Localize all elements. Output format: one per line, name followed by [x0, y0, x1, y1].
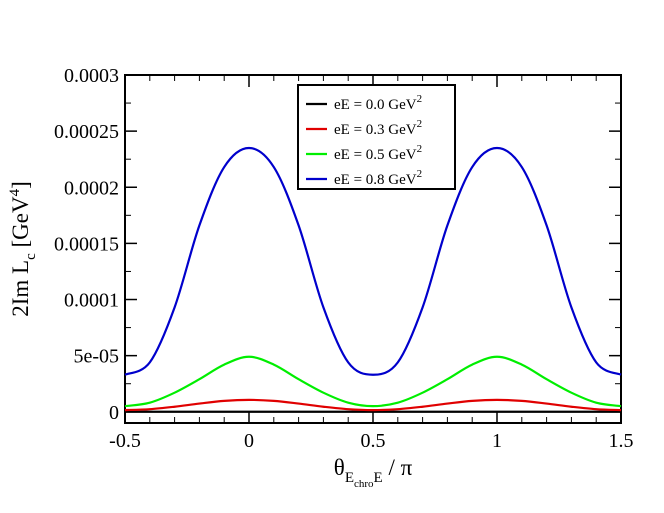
- series-line-1: [124, 398, 622, 412]
- y-tick-label: 0.0002: [64, 177, 119, 199]
- legend-label: eE = 0.8 GeV2: [334, 168, 422, 188]
- x-tick-label: 0: [244, 430, 254, 452]
- y-tick-label: 0.0001: [64, 290, 119, 312]
- x-tick-label: -0.5: [109, 430, 141, 452]
- series-line-2: [124, 355, 622, 408]
- x-tick-label: 1: [492, 430, 502, 452]
- x-tick-label: 0.5: [361, 430, 386, 452]
- series-layer: [124, 146, 622, 413]
- y-axis-title: 2Im Lc [GeV4]: [7, 181, 39, 317]
- y-tick-label: 0: [109, 402, 119, 424]
- y-tick-label: 0.00025: [54, 121, 119, 143]
- legend-label: eE = 0.0 GeV2: [334, 93, 422, 113]
- y-tick-label: 0.00015: [54, 233, 119, 255]
- ticks: -0.5 0 0.5 1 1.5 0 5e-05 0.0001 0.00015 0.0002 0.0…: [54, 65, 634, 452]
- legend-label: eE = 0.5 GeV2: [334, 143, 422, 163]
- y-tick-label: 0.0003: [64, 65, 119, 87]
- legend-box: [297, 84, 456, 190]
- y-tick-label: 5e-05: [73, 346, 119, 368]
- series-line-3: [124, 146, 622, 376]
- legend-label: eE = 0.3 GeV2: [334, 118, 422, 138]
- x-axis-title: θEchroE / π: [334, 455, 413, 490]
- legend: eE = 0.0 GeV2 eE = 0.3 GeV2 eE = 0.5 GeV2 e…: [297, 84, 456, 190]
- x-tick-label: 1.5: [609, 430, 634, 452]
